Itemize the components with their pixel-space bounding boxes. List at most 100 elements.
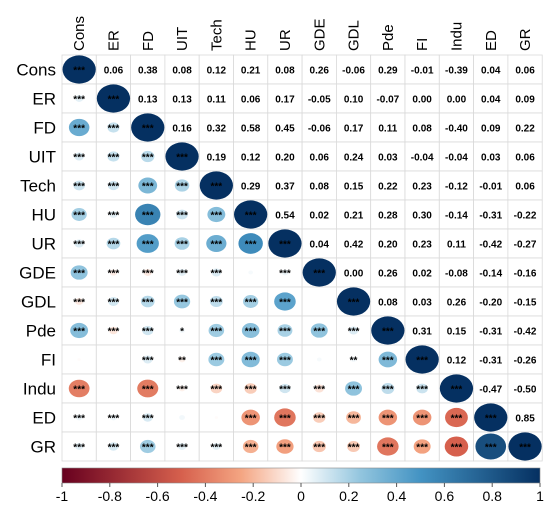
colorbar xyxy=(61,467,541,484)
correlation-value: 0.58 xyxy=(241,124,261,135)
significance-stars: *** xyxy=(348,443,360,454)
colorbar-tick-label: -0.6 xyxy=(146,488,170,504)
correlation-value: -0.27 xyxy=(514,240,537,251)
significance-stars: *** xyxy=(245,356,257,367)
significance-stars: *** xyxy=(142,414,154,425)
correlation-value: 0.04 xyxy=(310,240,330,251)
correlation-circle xyxy=(173,294,191,309)
correlation-value: 0.11 xyxy=(378,124,397,135)
significance-stars: *** xyxy=(451,385,463,396)
correlation-value: 0.21 xyxy=(241,66,261,77)
significance-stars: *** xyxy=(108,182,120,193)
significance-stars: *** xyxy=(382,356,394,367)
grid-cell xyxy=(301,170,337,201)
correlation-value: 0.31 xyxy=(412,327,432,338)
column-label: GDE xyxy=(311,18,328,51)
correlation-value: 0.00 xyxy=(447,95,467,106)
significance-stars: *** xyxy=(142,327,154,338)
grid-cell xyxy=(233,54,269,85)
correlation-circle xyxy=(139,439,156,454)
significance-stars: *** xyxy=(176,269,188,280)
grid-cell xyxy=(301,112,337,143)
correlation-circle xyxy=(74,152,84,161)
column-label: UR xyxy=(277,29,294,51)
correlation-circle xyxy=(143,355,153,364)
significance-stars: *** xyxy=(382,414,394,425)
significance-stars: *** xyxy=(73,182,85,193)
correlation-value: 0.03 xyxy=(378,153,398,164)
correlation-circle xyxy=(131,113,165,142)
correlation-circle xyxy=(310,323,328,338)
correlation-circle xyxy=(109,211,118,218)
grid-cell xyxy=(507,402,543,433)
significance-stars: *** xyxy=(382,385,394,396)
column-label: ED xyxy=(483,30,500,51)
column-label: Pde xyxy=(380,24,397,51)
column-label: GR xyxy=(517,28,534,51)
correlation-value: 0.09 xyxy=(481,124,501,135)
correlation-value: 0.08 xyxy=(378,298,398,309)
correlation-value: 0.37 xyxy=(275,182,295,193)
significance-stars: *** xyxy=(279,327,291,338)
grid-cell xyxy=(301,199,337,230)
row-label: GR xyxy=(31,438,57,457)
correlation-value: 0.12 xyxy=(241,153,261,164)
correlation-value: 0.08 xyxy=(172,66,192,77)
correlation-circle xyxy=(350,357,357,362)
significance-stars: *** xyxy=(108,95,120,106)
correlation-value: -0.15 xyxy=(514,298,537,309)
grid-cell xyxy=(473,315,509,346)
correlation-value: 0.23 xyxy=(412,182,432,193)
correlation-circle xyxy=(176,209,188,220)
grid-cell xyxy=(198,141,234,172)
correlation-circle xyxy=(412,409,432,426)
grid-cell xyxy=(95,54,132,85)
correlation-value: 0.06 xyxy=(515,66,535,77)
grid-cell xyxy=(404,199,440,230)
significance-stars: *** xyxy=(108,211,120,222)
correlation-value: -0.22 xyxy=(514,211,537,222)
grid-cell xyxy=(95,373,132,404)
correlation-value: 0.00 xyxy=(344,269,364,280)
correlation-circle xyxy=(106,237,121,250)
significance-stars: *** xyxy=(142,124,154,135)
grid-cell xyxy=(473,170,509,201)
correlation-value: -0.06 xyxy=(308,124,331,135)
correlation-value: 0.09 xyxy=(515,95,535,106)
correlation-value: 0.13 xyxy=(138,95,158,106)
grid-cell xyxy=(438,112,474,143)
correlation-circle xyxy=(475,433,507,460)
significance-stars: *** xyxy=(176,211,188,222)
column-label: UIT xyxy=(174,27,191,51)
significance-stars: *** xyxy=(73,327,85,338)
row-label: UIT xyxy=(29,148,56,167)
significance-stars: *** xyxy=(73,385,85,396)
row-label: Cons xyxy=(16,61,56,80)
grid-cell xyxy=(95,344,132,375)
significance-stars: *** xyxy=(245,414,257,425)
significance-stars: ** xyxy=(178,356,186,367)
grid-cell xyxy=(507,141,543,172)
column-label: HU xyxy=(243,29,260,51)
significance-stars: *** xyxy=(211,240,223,251)
significance-stars: *** xyxy=(142,153,154,164)
grid-cell xyxy=(301,83,337,114)
significance-stars: *** xyxy=(108,124,120,135)
significance-stars: *** xyxy=(382,327,394,338)
correlation-value: 0.42 xyxy=(344,240,364,251)
grid-cell xyxy=(507,54,543,85)
correlation-value: 0.06 xyxy=(310,153,330,164)
significance-stars: *** xyxy=(73,153,85,164)
row-label: FI xyxy=(41,351,56,370)
significance-stars: *** xyxy=(176,443,188,454)
correlation-circle xyxy=(77,358,81,361)
grid-cell xyxy=(130,83,166,114)
correlation-value: 0.02 xyxy=(412,269,432,280)
correlation-value: 0.03 xyxy=(481,153,501,164)
correlation-circle xyxy=(199,171,233,200)
grid-cell xyxy=(507,199,543,230)
grid-cell xyxy=(438,257,474,288)
correlation-value: 0.17 xyxy=(275,95,295,106)
significance-stars: *** xyxy=(348,298,360,309)
row-label: Tech xyxy=(20,177,56,196)
